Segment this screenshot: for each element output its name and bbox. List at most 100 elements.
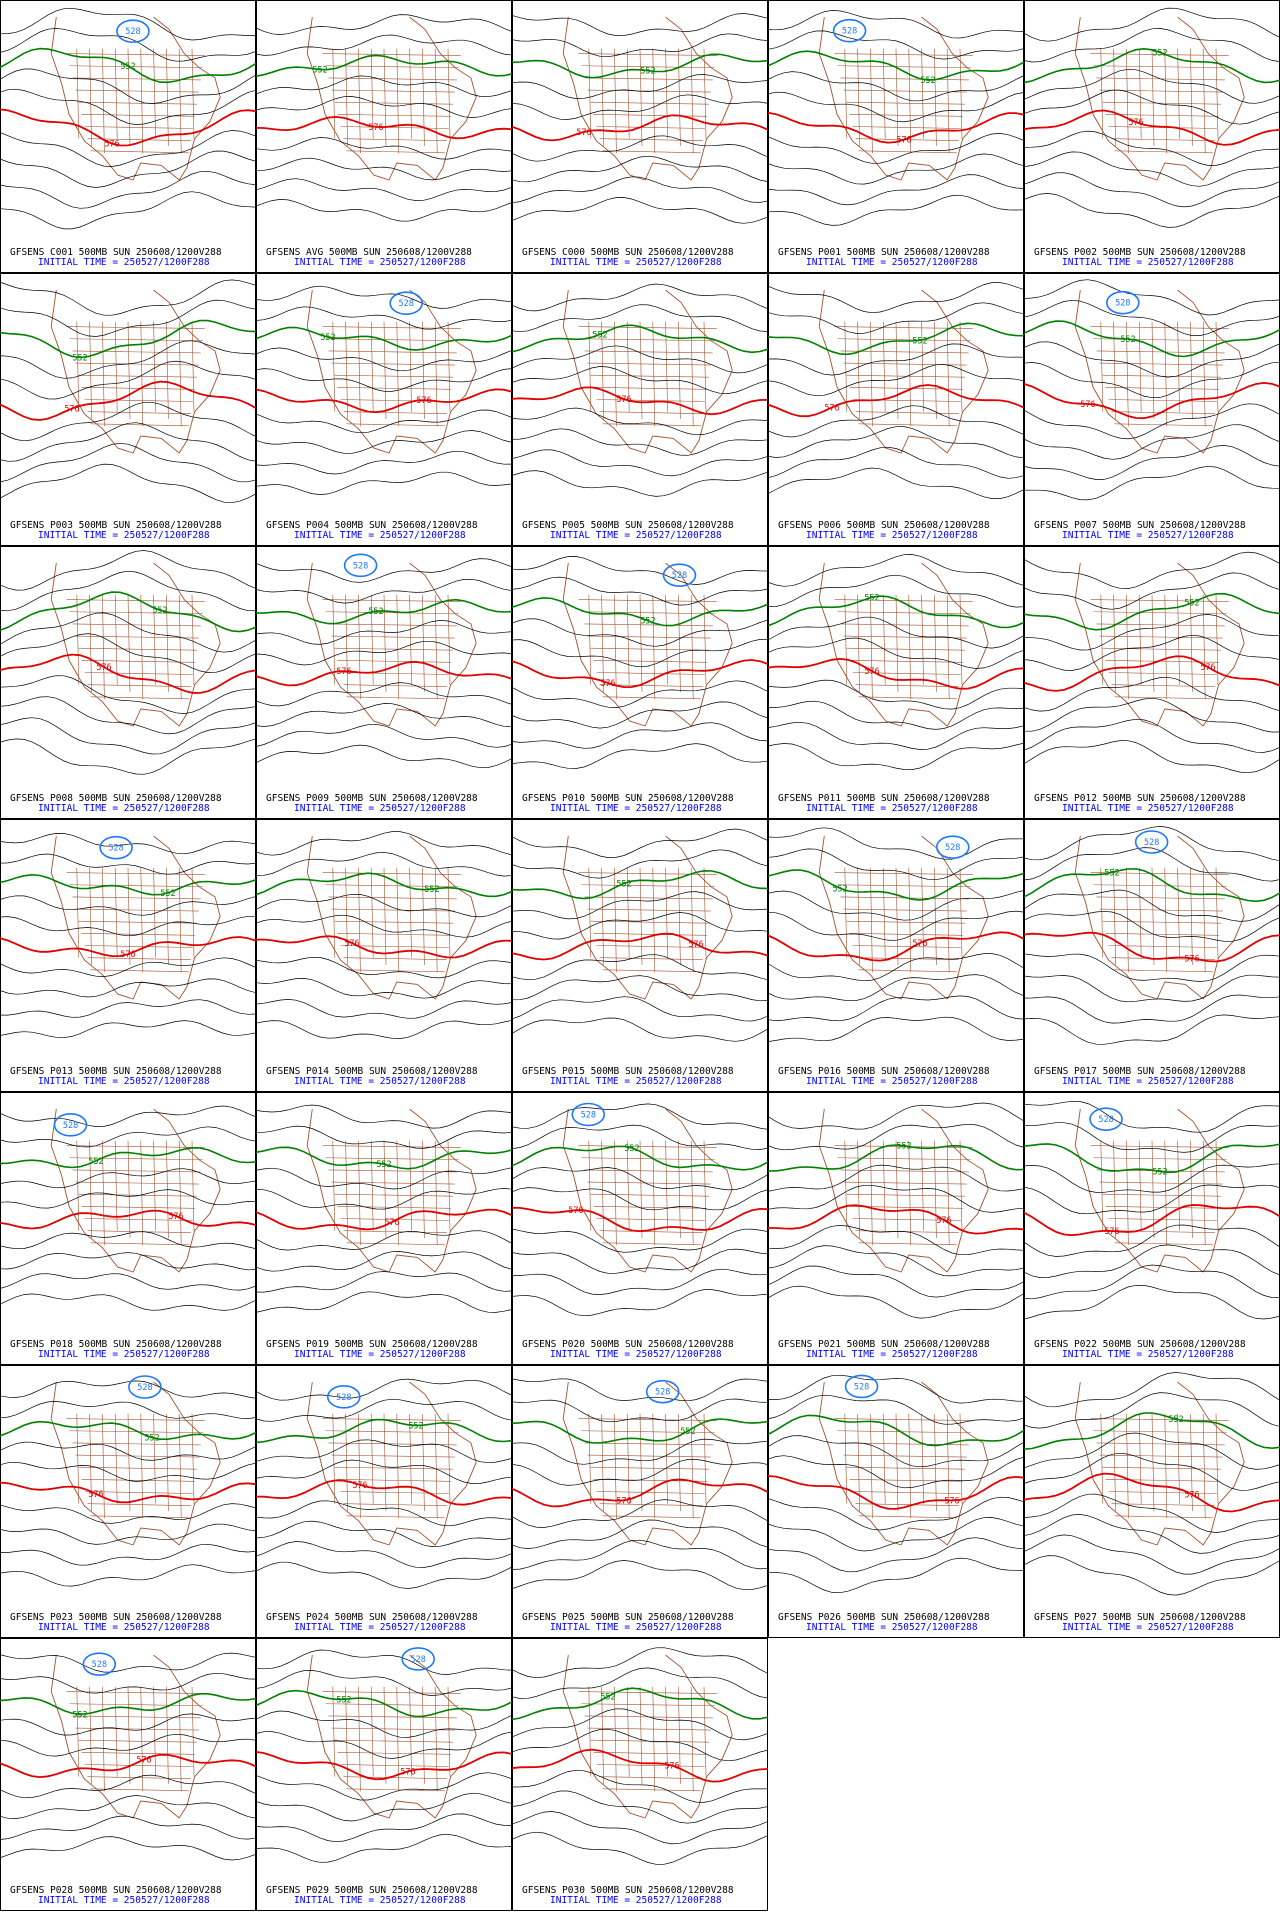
contour-line xyxy=(255,430,513,454)
contour-line xyxy=(255,703,513,728)
panel-init-time: INITIAL TIME = 250527/1200F288 xyxy=(550,803,722,814)
border-line xyxy=(153,1413,156,1504)
border-line xyxy=(946,321,950,427)
border-line xyxy=(90,1515,189,1519)
contour-line xyxy=(511,1790,769,1824)
border-line xyxy=(602,1515,701,1519)
contour-line xyxy=(511,386,769,416)
contour-label: 552 xyxy=(336,1695,351,1705)
contour-line xyxy=(511,1519,769,1549)
panel-init-time: INITIAL TIME = 250527/1200F288 xyxy=(1062,530,1234,541)
contour-label: 576 xyxy=(168,1212,183,1222)
border-line xyxy=(639,867,643,965)
contour-line xyxy=(1023,1122,1280,1153)
contour-line xyxy=(1023,1284,1280,1320)
map-panel: 552 576 GFSENS P030 500MB SUN 250608/1200V… xyxy=(511,1638,769,1911)
border-line xyxy=(1096,896,1225,900)
contour-line xyxy=(1023,1472,1280,1513)
panel-caption: GFSENS P021 500MB SUN 250608/1200V288 xyxy=(778,1339,990,1350)
contour-line xyxy=(0,957,257,977)
contour-line xyxy=(0,633,257,673)
border-line xyxy=(849,114,963,117)
panel-frame xyxy=(768,273,1024,546)
border-line xyxy=(337,114,451,117)
border-line xyxy=(422,1686,425,1784)
contour-line xyxy=(255,744,513,769)
contour-line xyxy=(0,1380,257,1399)
border-line xyxy=(191,1413,195,1504)
contour-line xyxy=(767,322,1025,356)
contour-line xyxy=(255,1731,513,1759)
coastline xyxy=(50,1108,221,1273)
contour-line xyxy=(0,696,257,735)
border-line xyxy=(84,945,193,948)
border-line xyxy=(1102,101,1221,105)
border-line xyxy=(593,1206,707,1209)
contour-line xyxy=(255,558,513,583)
contour-label: 576 xyxy=(368,123,383,133)
contour-line xyxy=(511,94,769,120)
contour-line xyxy=(767,827,1025,860)
border-line xyxy=(921,1140,924,1231)
border-line xyxy=(665,48,668,139)
border-line xyxy=(334,647,453,651)
contour-line xyxy=(1023,1204,1280,1237)
contour-line xyxy=(767,679,1025,710)
contour-line xyxy=(0,1252,257,1271)
contour-line xyxy=(255,620,513,645)
border-line xyxy=(857,321,860,419)
contour-line xyxy=(255,115,513,140)
panel-caption: GFSENS P004 500MB SUN 250608/1200V288 xyxy=(266,520,478,531)
border-line xyxy=(69,884,203,888)
border-line xyxy=(346,696,445,700)
border-line xyxy=(857,594,860,692)
panel-init-time: INITIAL TIME = 250527/1200F288 xyxy=(806,1622,978,1633)
border-line xyxy=(590,101,709,105)
contour-line xyxy=(767,405,1025,438)
border-line xyxy=(596,1491,705,1494)
panel-frame xyxy=(256,1638,512,1911)
border-line xyxy=(837,611,971,615)
border-line xyxy=(81,1479,195,1482)
contour-line xyxy=(255,1378,513,1401)
border-line xyxy=(1099,1454,1223,1458)
border-line xyxy=(858,969,957,973)
contour-line xyxy=(0,1146,257,1169)
contour-line xyxy=(511,828,769,858)
border-line xyxy=(89,867,92,965)
coastline xyxy=(306,289,477,454)
contour-line xyxy=(1023,1493,1280,1533)
border-line xyxy=(370,1140,374,1231)
border-line xyxy=(590,1193,709,1197)
border-line xyxy=(946,1140,950,1246)
panel-init-time: INITIAL TIME = 250527/1200F288 xyxy=(1062,1076,1234,1087)
contour-label: 576 xyxy=(344,939,359,949)
map-panel: 528 552 576 GFSENS P029 500MB SUN 250608/12… xyxy=(255,1638,513,1911)
border-line xyxy=(76,1140,80,1231)
contour-line xyxy=(256,1125,513,1149)
map-panel: 528 552 576 GFSENS P018 500MB SUN 250608/12… xyxy=(0,1092,257,1365)
border-line xyxy=(166,867,169,965)
contour-label: 528 xyxy=(411,1655,426,1665)
panel-init-time: INITIAL TIME = 250527/1200F288 xyxy=(550,1895,722,1906)
border-line xyxy=(153,867,156,958)
contour-line xyxy=(767,153,1025,185)
contour-line xyxy=(511,304,769,333)
contour-line xyxy=(767,30,1025,60)
contour-line xyxy=(255,723,513,748)
contour-line xyxy=(0,340,257,379)
border-line xyxy=(343,1230,447,1233)
border-line xyxy=(76,594,80,685)
border-line xyxy=(69,1430,203,1434)
contour-line xyxy=(0,738,257,775)
border-line xyxy=(703,1686,707,1777)
contour-label: 576 xyxy=(400,1767,415,1777)
contour-line xyxy=(767,1455,1025,1489)
low-contour xyxy=(326,1385,361,1409)
panel-frame xyxy=(0,273,256,546)
contour-line xyxy=(511,1103,769,1130)
border-line xyxy=(587,1454,711,1458)
border-line xyxy=(87,138,191,141)
contour-line xyxy=(511,638,769,668)
border-line xyxy=(337,1206,451,1209)
